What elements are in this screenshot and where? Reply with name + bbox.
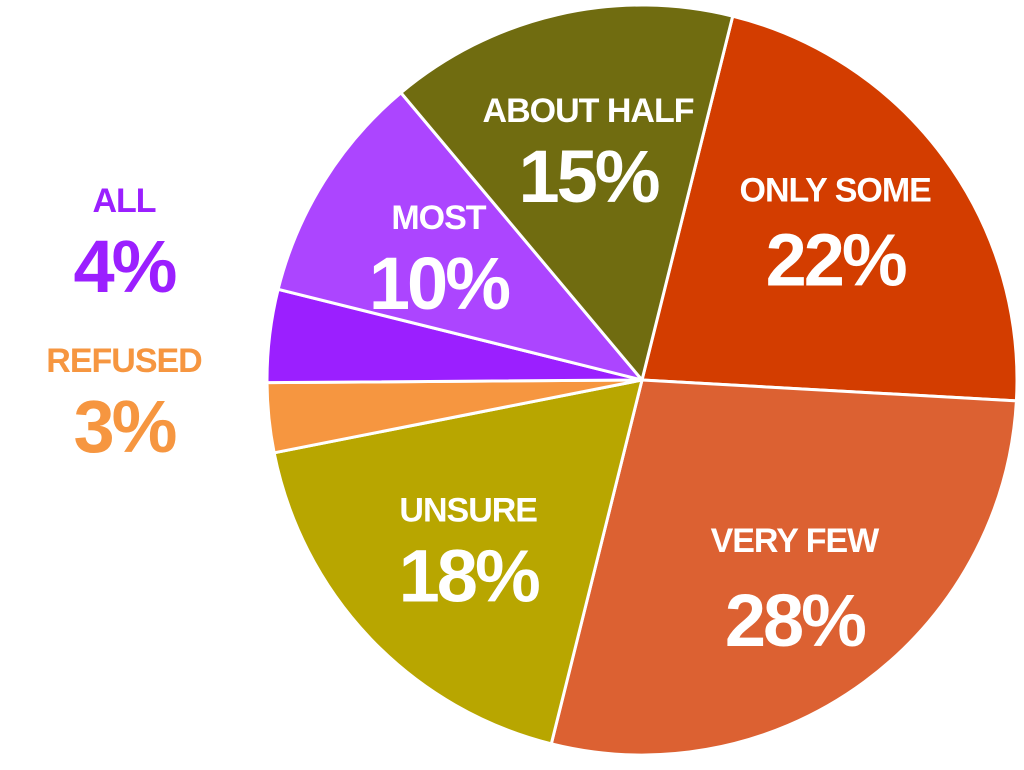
slice-value-about-half: 15% (518, 135, 658, 218)
slice-label-about-half: ABOUT HALF (483, 92, 694, 130)
slice-label-most: MOST (391, 199, 486, 237)
slice-value-unsure: 18% (399, 535, 539, 618)
slice-value-very-few: 28% (725, 579, 865, 662)
slice-value-only-some: 22% (766, 219, 906, 302)
pie-slice-most (276, 91, 644, 382)
slice-value-refused: 3% (74, 385, 176, 468)
pie-slice-only-some (640, 14, 1019, 403)
pie-slice-very-few (549, 378, 1018, 757)
slice-label-unsure: UNSURE (399, 492, 537, 530)
slice-value-all: 4% (74, 225, 176, 308)
slice-label-refused: REFUSED (46, 342, 202, 380)
pie-slices (265, 3, 1019, 757)
slice-label-all: ALL (92, 182, 155, 220)
slice-label-very-few: VERY FEW (711, 522, 881, 560)
pie-slice-unsure (272, 378, 644, 746)
pie-slice-about-half (399, 3, 735, 382)
pie-labels: ONLY SOME 22% VERY FEW 28% UNSURE 18% REFUSED 3… (46, 92, 932, 662)
slice-value-most: 10% (369, 242, 509, 325)
slice-label-only-some: ONLY SOME (740, 172, 932, 210)
